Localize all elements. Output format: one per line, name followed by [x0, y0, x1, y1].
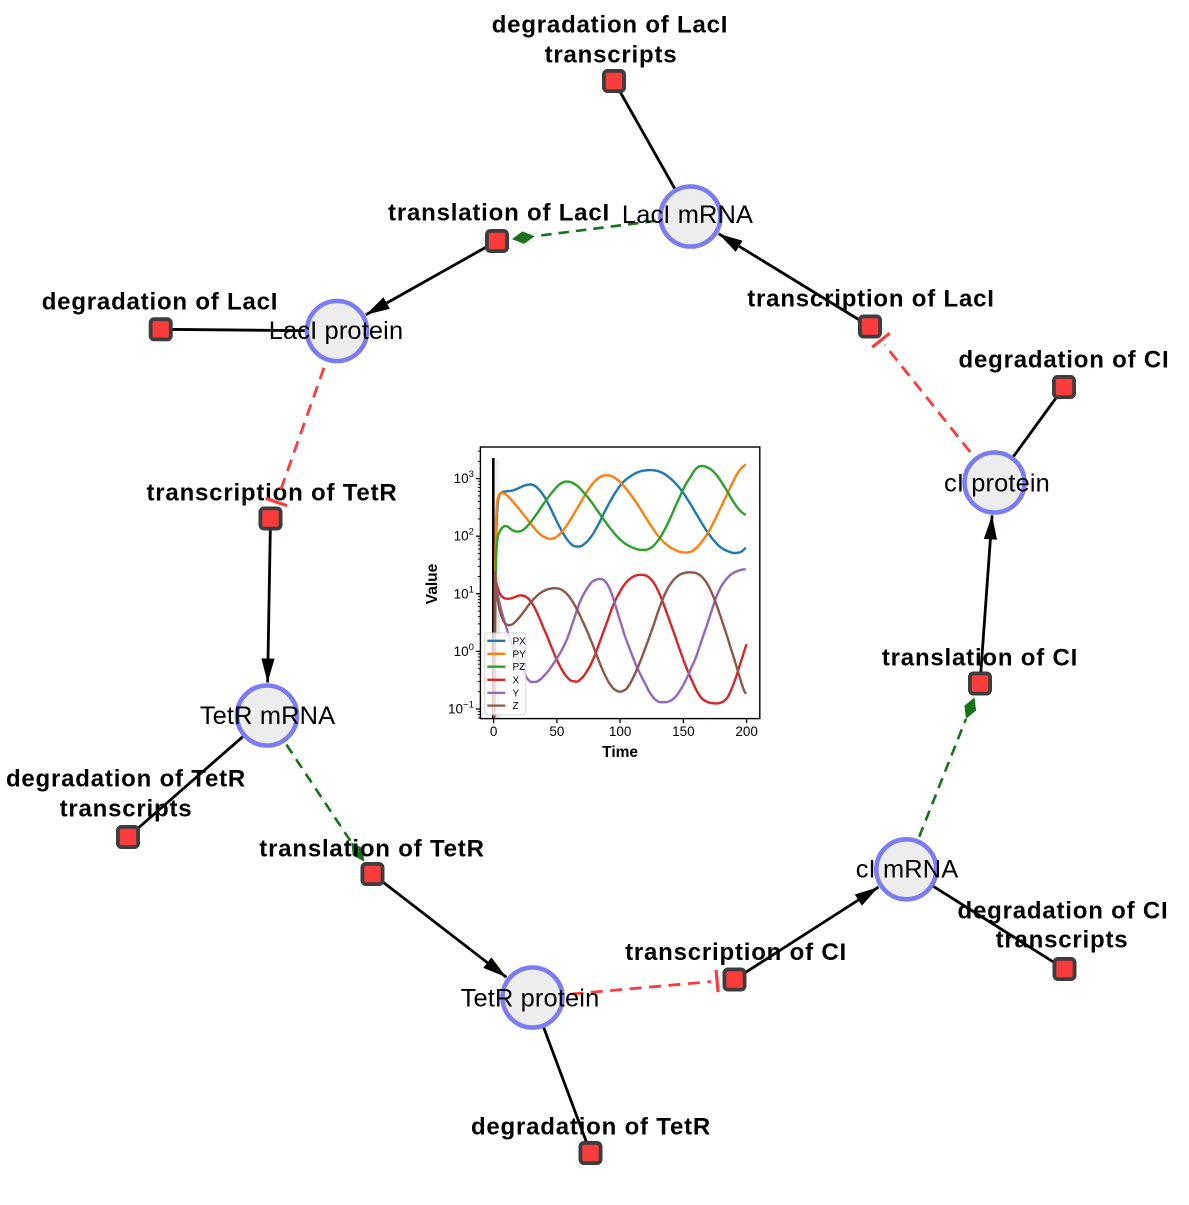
svg-text:degradation of CI: degradation of CI [958, 898, 1169, 925]
svg-text:translation of TetR: translation of TetR [259, 836, 484, 863]
svg-text:degradation of LacI: degradation of LacI [42, 289, 279, 316]
svg-text:translation of LacI: translation of LacI [388, 200, 610, 227]
svg-text:degradation of CI: degradation of CI [959, 347, 1170, 374]
svg-text:transcripts: transcripts [996, 927, 1129, 954]
svg-text:LacI mRNA: LacI mRNA [622, 201, 753, 229]
svg-text:Y: Y [513, 688, 520, 699]
svg-text:200: 200 [735, 724, 758, 739]
svg-text:50: 50 [549, 724, 564, 739]
svg-text:Time: Time [602, 744, 638, 761]
svg-text:degradation of TetR: degradation of TetR [471, 1114, 711, 1141]
svg-text:LacI protein: LacI protein [269, 317, 403, 345]
svg-text:TetR mRNA: TetR mRNA [200, 702, 335, 730]
svg-text:translation of CI: translation of CI [882, 645, 1078, 672]
svg-text:transcription of LacI: transcription of LacI [747, 286, 995, 313]
svg-text:transcription of TetR: transcription of TetR [146, 480, 397, 507]
svg-text:0: 0 [490, 724, 498, 739]
svg-text:100: 100 [609, 724, 632, 739]
svg-text:transcripts: transcripts [545, 42, 678, 69]
svg-text:TetR protein: TetR protein [461, 985, 600, 1013]
svg-text:cI mRNA: cI mRNA [856, 856, 959, 884]
svg-text:PX: PX [513, 636, 527, 647]
svg-text:PY: PY [513, 649, 527, 660]
svg-text:X: X [513, 675, 520, 686]
svg-text:transcription of CI: transcription of CI [625, 939, 847, 966]
svg-text:cI protein: cI protein [944, 470, 1050, 498]
svg-text:Value: Value [424, 563, 441, 604]
svg-text:PZ: PZ [513, 662, 526, 673]
svg-text:degradation of LacI: degradation of LacI [492, 12, 729, 39]
svg-text:Z: Z [513, 701, 519, 712]
svg-text:degradation of TetR: degradation of TetR [6, 766, 246, 793]
svg-text:150: 150 [672, 724, 695, 739]
